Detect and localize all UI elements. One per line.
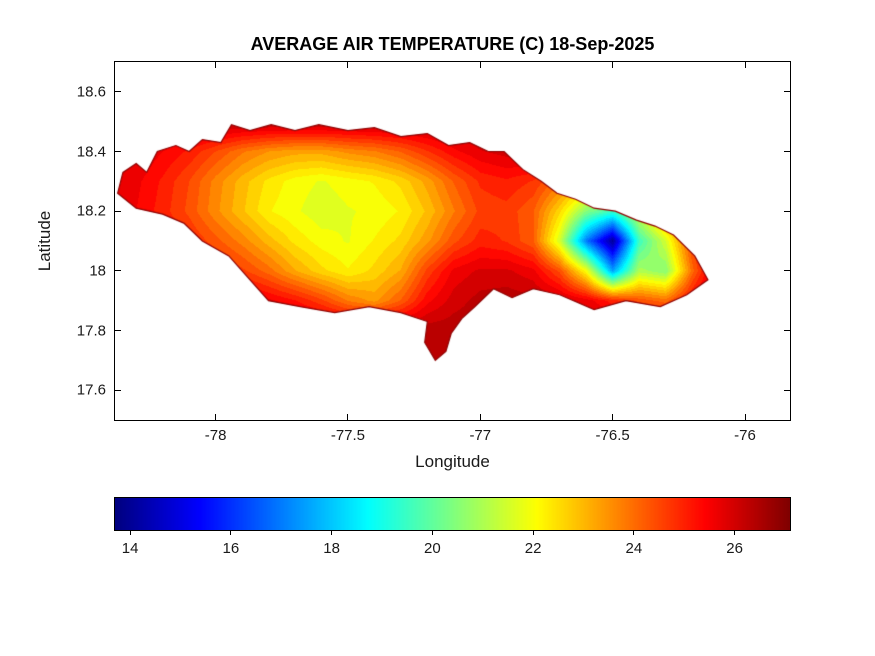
colorbar-tick-label: 26 xyxy=(726,540,743,557)
y-tick-mark xyxy=(115,270,121,272)
colorbar-tick-mark xyxy=(431,531,433,535)
x-tick-label: -78 xyxy=(204,427,227,444)
colorbar-tick-label: 22 xyxy=(524,540,542,557)
colorbar-tick-mark xyxy=(532,531,534,535)
y-tick-mark xyxy=(115,91,121,93)
colorbar-tick-mark xyxy=(331,531,333,535)
x-tick-mark-top xyxy=(744,62,746,68)
y-tick-label: 18.4 xyxy=(76,143,106,160)
colorbar-tick-label: 14 xyxy=(121,540,139,557)
colorbar-tick-label: 20 xyxy=(424,540,441,557)
y-tick-mark-right xyxy=(784,151,790,152)
x-tick-mark-top xyxy=(612,62,614,68)
y-tick-label: 18.6 xyxy=(76,83,106,101)
y-tick-mark-right xyxy=(784,210,790,212)
heatmap-canvas xyxy=(115,62,790,420)
y-tick-label: 17.8 xyxy=(76,322,106,339)
x-tick-mark xyxy=(347,414,349,420)
colorbar-tick-mark xyxy=(129,531,131,535)
colorbar: 14 16 18 20 22 24 26 xyxy=(114,497,791,557)
x-tick-mark xyxy=(215,414,217,420)
x-tick-label: -77 xyxy=(469,427,492,444)
x-tick-mark-top xyxy=(347,62,349,68)
y-tick-label: 18.2 xyxy=(76,202,106,220)
y-tick-mark-right xyxy=(784,330,790,331)
y-tick-mark xyxy=(115,151,121,152)
x-axis-label: Longitude xyxy=(415,452,490,471)
x-tick-mark xyxy=(479,414,481,420)
x-tick-mark-top xyxy=(479,62,481,68)
x-tick-label: -76.5 xyxy=(595,427,630,444)
colorbar-tick-label: 24 xyxy=(625,540,643,557)
y-tick-label: 18 xyxy=(89,262,106,280)
y-tick-mark-right xyxy=(784,389,790,391)
colorbar-tick-label: 18 xyxy=(323,540,340,557)
y-tick-mark xyxy=(115,210,121,212)
colorbar-gradient xyxy=(115,498,790,530)
x-tick-mark xyxy=(744,414,746,420)
colorbar-tick-mark xyxy=(734,531,736,535)
x-tick-mark-top xyxy=(215,62,217,68)
y-tick-mark xyxy=(115,330,121,331)
plot-area: -78 -77.5 -77 -76.5 -76 17.6 17.8 18 18.2 18.4 18.… xyxy=(77,61,791,444)
y-tick-mark xyxy=(115,389,121,391)
x-tick-mark xyxy=(612,414,614,420)
colorbar-tick-mark xyxy=(633,531,635,535)
colorbar-tick-mark xyxy=(230,531,232,535)
y-tick-label: 17.6 xyxy=(76,381,106,399)
colorbar-tick-label: 16 xyxy=(222,540,240,557)
y-axis-label: Latitude xyxy=(35,210,54,272)
y-tick-mark-right xyxy=(784,270,790,272)
x-tick-label: -76 xyxy=(734,427,756,444)
x-tick-label: -77.5 xyxy=(330,427,366,444)
y-tick-mark-right xyxy=(784,91,790,93)
chart-title: AVERAGE AIR TEMPERATURE (C) 18-Sep-2025 xyxy=(250,34,655,54)
